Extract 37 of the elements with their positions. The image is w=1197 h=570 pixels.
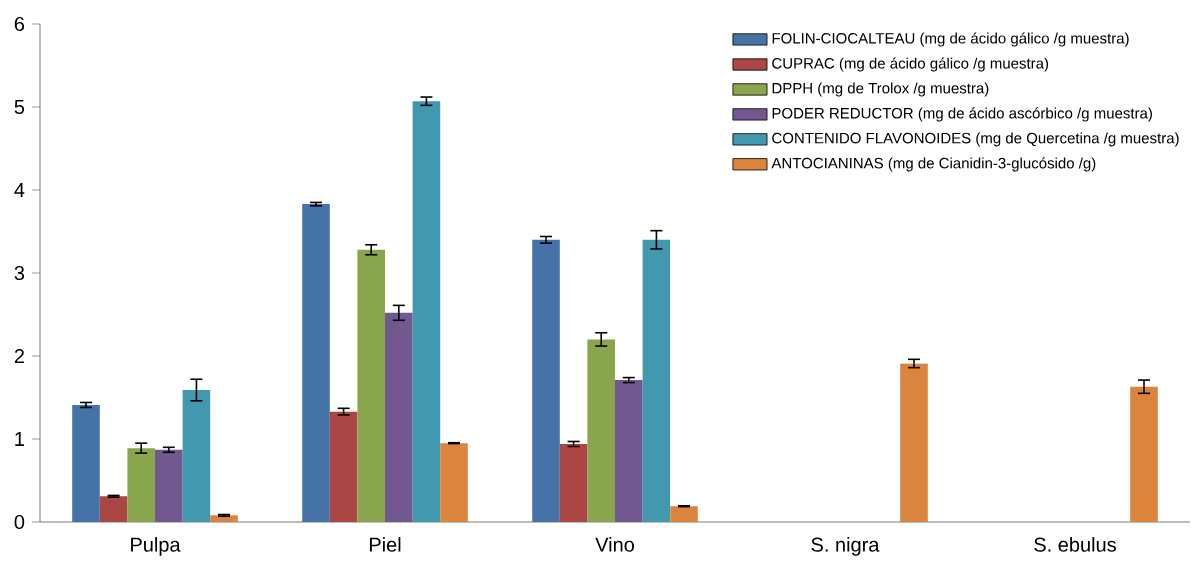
- bar: [615, 380, 643, 522]
- y-tick-label: 0: [14, 514, 25, 530]
- y-tick-label: 4: [14, 183, 25, 197]
- bar: [385, 312, 413, 522]
- bar: [357, 249, 386, 522]
- legend-label: ANTOCIANINAS (mg de Cianidin-3-glucósido /g): [771, 157, 1096, 172]
- bar: [587, 339, 616, 522]
- bar: [532, 239, 560, 522]
- bar: [127, 448, 156, 522]
- bar: [900, 363, 928, 522]
- y-tick-label: 3: [14, 265, 25, 281]
- legend-label: FOLIN-CIOCALTEAU (mg de ácido gálico /g muestra): [772, 32, 1129, 47]
- x-tick-label: Vino: [595, 537, 634, 552]
- bar: [155, 449, 183, 522]
- bar: [412, 101, 441, 522]
- x-tick-label: Pulpa: [131, 537, 181, 556]
- legend-label: PODER REDUCTOR (mg de ácido ascórbico /g muestra): [772, 107, 1152, 122]
- bar: [642, 239, 671, 522]
- y-tick-label: 2: [14, 349, 24, 363]
- y-tick-label: 1: [15, 432, 24, 446]
- y-tick-label: 6: [14, 16, 25, 32]
- y-tick-label: 5: [14, 100, 25, 114]
- legend-label: CONTENIDO FLAVONOIDES (mg de Quercetina /g muestra): [772, 132, 1179, 147]
- bar: [182, 390, 211, 522]
- bar: [1130, 386, 1158, 522]
- bar: [99, 496, 128, 522]
- bar: [670, 506, 698, 522]
- x-tick-label: Piel: [369, 537, 401, 552]
- bar: [302, 204, 330, 522]
- bar: [72, 404, 100, 522]
- bar: [559, 443, 588, 522]
- bar: [329, 411, 358, 522]
- x-tick-label: S. nigra: [811, 537, 880, 556]
- x-tick-label: S. ebulus: [1034, 537, 1116, 552]
- legend-label: CUPRAC (mg de ácido gálico /g muestra): [772, 57, 1049, 72]
- legend-label: DPPH (mg de Trolox /g muestra): [772, 82, 989, 97]
- bar: [440, 443, 468, 522]
